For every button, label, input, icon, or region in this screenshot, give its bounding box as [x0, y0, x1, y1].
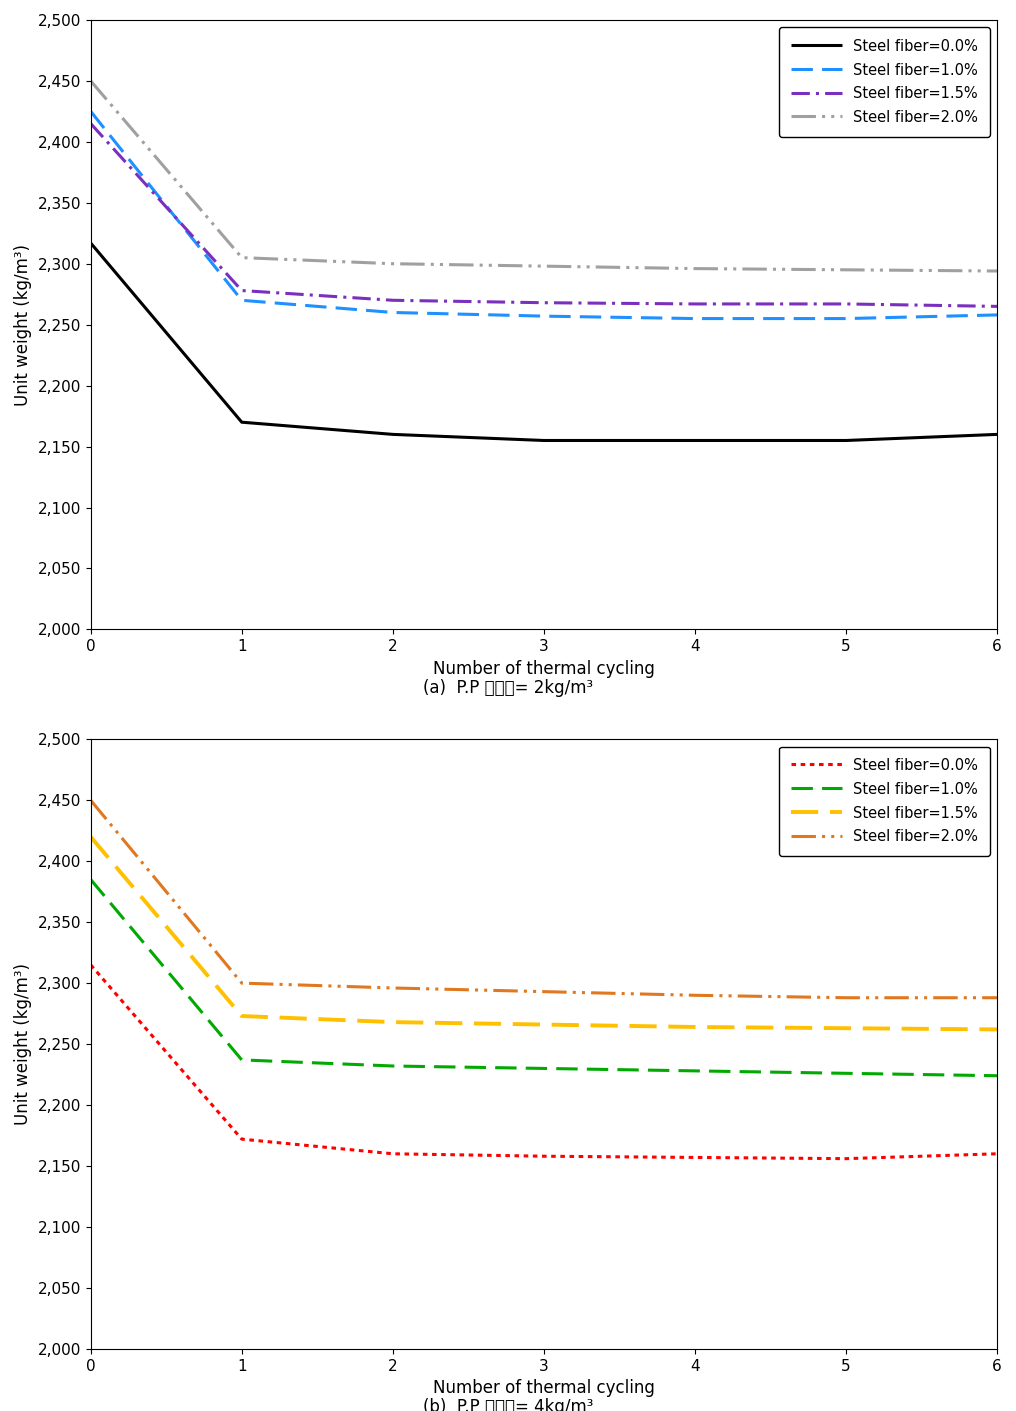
Steel fiber=1.5%	[992, 298, 1004, 315]
Steel fiber=1.5%	[387, 292, 399, 309]
Steel fiber=2.0%	[236, 975, 248, 992]
Steel fiber=0.0%	[537, 1147, 550, 1164]
Steel fiber=1.5%	[236, 282, 248, 299]
Steel fiber=1.5%	[84, 116, 97, 133]
Steel fiber=1.5%	[689, 295, 701, 312]
Steel fiber=1.5%	[840, 1020, 852, 1037]
Steel fiber=2.0%	[992, 989, 1004, 1006]
Y-axis label: Unit weight (kg/m³): Unit weight (kg/m³)	[14, 244, 31, 406]
Steel fiber=1.0%	[84, 103, 97, 120]
Line: Steel fiber=2.0%: Steel fiber=2.0%	[90, 80, 998, 271]
Steel fiber=1.0%	[387, 1057, 399, 1074]
Steel fiber=0.0%	[689, 432, 701, 449]
Steel fiber=2.0%	[689, 986, 701, 1003]
Steel fiber=2.0%	[387, 979, 399, 996]
Steel fiber=1.0%	[387, 303, 399, 320]
Line: Steel fiber=1.0%: Steel fiber=1.0%	[90, 111, 998, 319]
Steel fiber=2.0%	[84, 792, 97, 809]
Steel fiber=0.0%	[387, 426, 399, 443]
Steel fiber=1.5%	[537, 295, 550, 312]
Steel fiber=1.0%	[840, 310, 852, 327]
Steel fiber=2.0%	[840, 989, 852, 1006]
Steel fiber=2.0%	[992, 262, 1004, 279]
Steel fiber=2.0%	[387, 255, 399, 272]
Steel fiber=1.5%	[689, 1019, 701, 1036]
Text: (a)  P.P 섹유량= 2kg/m³: (a) P.P 섹유량= 2kg/m³	[423, 679, 593, 697]
Steel fiber=0.0%	[840, 432, 852, 449]
Text: (b)  P.P 섹유량= 4kg/m³: (b) P.P 섹유량= 4kg/m³	[423, 1398, 593, 1411]
Steel fiber=1.0%	[689, 1062, 701, 1079]
Line: Steel fiber=1.5%: Steel fiber=1.5%	[90, 837, 998, 1030]
Legend: Steel fiber=0.0%, Steel fiber=1.0%, Steel fiber=1.5%, Steel fiber=2.0%: Steel fiber=0.0%, Steel fiber=1.0%, Stee…	[779, 746, 990, 856]
Steel fiber=1.5%	[840, 295, 852, 312]
Steel fiber=0.0%	[236, 1130, 248, 1147]
Steel fiber=1.0%	[537, 308, 550, 325]
Steel fiber=0.0%	[236, 413, 248, 430]
Steel fiber=0.0%	[84, 234, 97, 251]
Steel fiber=0.0%	[387, 1146, 399, 1163]
Line: Steel fiber=1.5%: Steel fiber=1.5%	[90, 124, 998, 306]
Steel fiber=0.0%	[992, 426, 1004, 443]
Legend: Steel fiber=0.0%, Steel fiber=1.0%, Steel fiber=1.5%, Steel fiber=2.0%: Steel fiber=0.0%, Steel fiber=1.0%, Stee…	[779, 27, 990, 137]
Steel fiber=2.0%	[537, 258, 550, 275]
Steel fiber=0.0%	[992, 1146, 1004, 1163]
Steel fiber=2.0%	[689, 260, 701, 277]
Steel fiber=2.0%	[537, 983, 550, 1000]
Steel fiber=0.0%	[840, 1150, 852, 1167]
X-axis label: Number of thermal cycling: Number of thermal cycling	[433, 1379, 655, 1397]
Steel fiber=1.0%	[840, 1065, 852, 1082]
Line: Steel fiber=0.0%: Steel fiber=0.0%	[90, 965, 998, 1158]
Line: Steel fiber=1.0%: Steel fiber=1.0%	[90, 879, 998, 1075]
Steel fiber=0.0%	[84, 957, 97, 974]
Steel fiber=1.0%	[689, 310, 701, 327]
Steel fiber=1.5%	[537, 1016, 550, 1033]
Steel fiber=1.0%	[236, 292, 248, 309]
Steel fiber=1.0%	[236, 1051, 248, 1068]
Steel fiber=1.0%	[537, 1060, 550, 1077]
Steel fiber=0.0%	[689, 1149, 701, 1165]
Steel fiber=0.0%	[537, 432, 550, 449]
Steel fiber=1.5%	[992, 1022, 1004, 1038]
Steel fiber=1.5%	[84, 828, 97, 845]
Steel fiber=2.0%	[840, 261, 852, 278]
X-axis label: Number of thermal cycling: Number of thermal cycling	[433, 660, 655, 677]
Steel fiber=2.0%	[84, 72, 97, 89]
Line: Steel fiber=0.0%: Steel fiber=0.0%	[90, 243, 998, 440]
Steel fiber=1.0%	[84, 871, 97, 888]
Y-axis label: Unit weight (kg/m³): Unit weight (kg/m³)	[14, 964, 31, 1125]
Steel fiber=2.0%	[236, 250, 248, 267]
Steel fiber=1.5%	[387, 1013, 399, 1030]
Steel fiber=1.0%	[992, 1067, 1004, 1084]
Steel fiber=1.5%	[236, 1007, 248, 1024]
Line: Steel fiber=2.0%: Steel fiber=2.0%	[90, 800, 998, 998]
Steel fiber=1.0%	[992, 306, 1004, 323]
